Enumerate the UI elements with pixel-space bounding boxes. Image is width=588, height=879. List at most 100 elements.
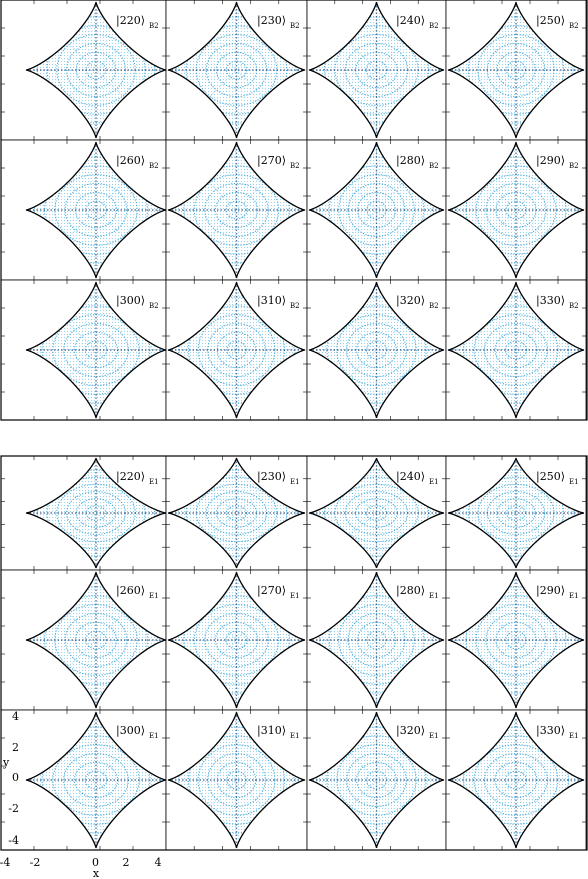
panel: |230⟩ B2 (165, 0, 308, 141)
state-label-subscript: B2 (569, 302, 579, 310)
panel: |250⟩ E1 (445, 455, 587, 571)
panel: |330⟩ B2 (445, 279, 587, 421)
state-label-subscript: B2 (569, 162, 579, 170)
frame-ticks (1, 280, 166, 420)
frame-ticks (446, 0, 586, 140)
state-label-subscript: E1 (149, 732, 159, 740)
panel: |240⟩ E1 (306, 455, 447, 571)
frame-ticks (1, 0, 166, 140)
frame-ticks (307, 710, 446, 850)
frame-ticks (446, 710, 586, 850)
frame-ticks (307, 456, 446, 570)
panel: |330⟩ E1 (445, 709, 587, 851)
panel: |320⟩ E1 (306, 709, 447, 851)
block-frame (0, 455, 588, 851)
state-label: |320⟩ (396, 724, 425, 738)
panel: |240⟩ B2 (306, 0, 447, 141)
panel: |300⟩ E1 (0, 709, 167, 851)
billiard-boundary (308, 711, 445, 849)
x-axis-label: x (93, 867, 100, 879)
panel: |230⟩ E1 (165, 455, 308, 571)
state-label: |220⟩ (116, 470, 145, 484)
frame-ticks (446, 140, 586, 280)
billiard-boundary (308, 1, 445, 139)
x-tick-label: 2 (123, 856, 130, 869)
billiard-boundary (167, 711, 306, 849)
panel: |250⟩ B2 (445, 0, 587, 141)
state-label: |300⟩ (116, 724, 145, 738)
state-label: |230⟩ (257, 470, 286, 484)
panel: |320⟩ B2 (306, 279, 447, 421)
y-axis-label: y (2, 756, 10, 769)
state-label-subscript: E1 (569, 478, 579, 486)
panel: |220⟩ E1 (0, 455, 167, 571)
state-label-subscript: B2 (290, 22, 300, 30)
frame-ticks (166, 280, 307, 420)
panel: |290⟩ E1 (445, 569, 587, 711)
state-label-subscript: E1 (429, 592, 439, 600)
state-label-subscript: B2 (569, 22, 579, 30)
block-frame (0, 0, 588, 421)
frame-ticks (1, 140, 166, 280)
y-tick-label: 2 (12, 741, 19, 754)
billiard-boundary (167, 571, 306, 709)
billiard-boundary (25, 1, 167, 139)
y-tick-label: 4 (12, 710, 19, 723)
state-label-subscript: B2 (149, 22, 159, 30)
state-label: |280⟩ (396, 154, 425, 168)
state-label: |270⟩ (257, 584, 286, 598)
state-label-subscript: B2 (429, 22, 439, 30)
billiard-boundary (25, 571, 167, 709)
billiard-boundary (308, 571, 445, 709)
state-label-subscript: B2 (290, 302, 300, 310)
x-tick-label: 0 (92, 856, 99, 869)
billiard-boundary (447, 141, 585, 279)
axes: -4 -2 0 2 4 x 4 2 0 -2 -4 y (0, 710, 162, 879)
state-label-subscript: E1 (149, 478, 159, 486)
billiard-boundary (447, 711, 585, 849)
billiard-boundary (167, 1, 306, 139)
state-label: |260⟩ (116, 584, 145, 598)
frame-ticks (446, 280, 586, 420)
state-label: |230⟩ (257, 14, 286, 28)
state-label: |290⟩ (536, 584, 565, 598)
state-label: |310⟩ (257, 294, 286, 308)
frame-ticks (1, 456, 166, 570)
billiard-boundary (25, 281, 167, 419)
state-label: |250⟩ (536, 470, 565, 484)
billiard-boundary (25, 457, 167, 569)
state-label: |260⟩ (116, 154, 145, 168)
state-label-subscript: E1 (290, 732, 300, 740)
billiard-boundary (25, 141, 167, 279)
billiard-boundary (167, 141, 306, 279)
billiard-boundary (167, 281, 306, 419)
frame-ticks (446, 456, 586, 570)
state-label: |320⟩ (396, 294, 425, 308)
state-label: |290⟩ (536, 154, 565, 168)
state-label-subscript: E1 (290, 478, 300, 486)
billiard-boundary (25, 711, 167, 849)
state-label-subscript: E1 (149, 592, 159, 600)
x-tick-label: 4 (155, 856, 162, 869)
state-label-subscript: B2 (429, 302, 439, 310)
panel: |310⟩ B2 (165, 279, 308, 421)
frame-ticks (307, 0, 446, 140)
state-label-subscript: E1 (569, 732, 579, 740)
state-label: |330⟩ (536, 724, 565, 738)
state-label-subscript: E1 (290, 592, 300, 600)
panel: |290⟩ B2 (445, 139, 587, 281)
state-label: |310⟩ (257, 724, 286, 738)
frame-ticks (307, 140, 446, 280)
state-label-subscript: E1 (429, 478, 439, 486)
y-tick-label: 0 (12, 771, 19, 784)
state-label: |270⟩ (257, 154, 286, 168)
panel: |310⟩ E1 (165, 709, 308, 851)
state-label-subscript: E1 (569, 592, 579, 600)
frame-ticks (166, 0, 307, 140)
billiard-boundary (308, 141, 445, 279)
billiard-boundary (447, 457, 585, 569)
x-tick-label: -2 (30, 856, 41, 869)
panel: |280⟩ E1 (306, 569, 447, 711)
frame-ticks (1, 710, 166, 850)
